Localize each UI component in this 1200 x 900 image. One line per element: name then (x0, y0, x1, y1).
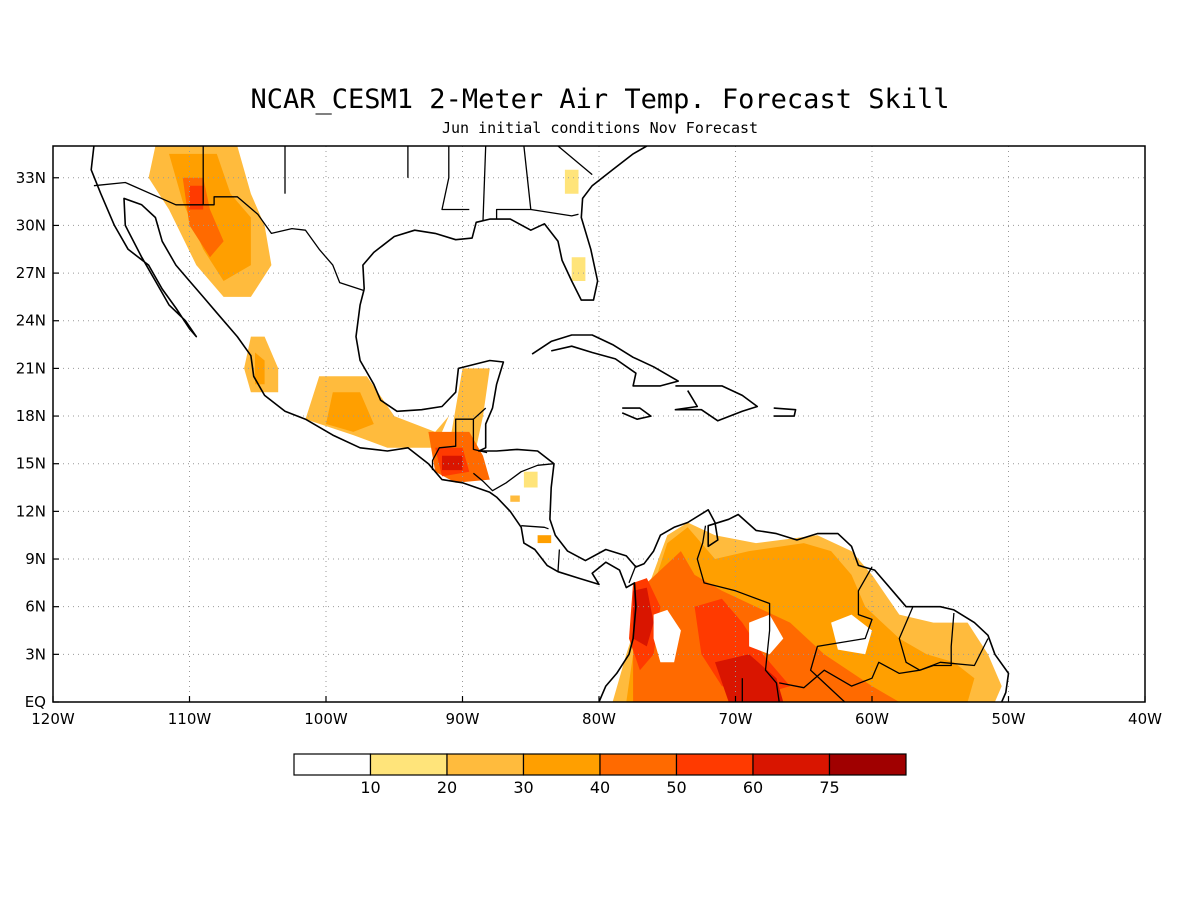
y-tick-label: 12N (16, 502, 46, 520)
skill-region-nicaragua-spot (510, 495, 520, 502)
colorbar-label: 10 (360, 778, 380, 797)
border-panama-border (557, 549, 561, 572)
y-tick-label: 21N (16, 359, 46, 377)
coastline-puerto-rico (773, 407, 797, 417)
y-tick-label: 30N (16, 216, 46, 234)
border-guatemala-border (431, 418, 488, 471)
border-venezuela-guyana-border (809, 566, 873, 702)
border-colombia-panama-border (628, 565, 637, 584)
border-honduras-border (472, 463, 555, 492)
skill-region-colombia-max (633, 587, 654, 647)
y-tick-label: 33N (16, 169, 46, 187)
border-us-state-line-h (557, 146, 593, 176)
border-us-state-line-d (441, 146, 470, 211)
axis-ticks: 120W 110W 100W 90W 80W 70W 60W 50W 40W EQ 3N 6N 9N 12… (16, 169, 1162, 728)
skill-region-guyana-gap (831, 614, 872, 655)
skill-region-south-mexico-core (326, 392, 374, 432)
x-tick-label: 100W (304, 710, 348, 728)
skill-region-west-mexico-coast-core (255, 352, 265, 385)
colorbar-label: 40 (590, 778, 610, 797)
chart-title: NCAR_CESM1 2-Meter Air Temp. Forecast Sk… (250, 84, 950, 115)
coastline-gulf-north-coast (362, 146, 648, 301)
colorbar-swatch (446, 753, 525, 776)
border-brazil-venezuela-border (779, 638, 989, 689)
coastline-north-america-pacific (90, 146, 637, 702)
border-us-state-line-e (482, 146, 487, 221)
y-tick-label: EQ (25, 693, 46, 711)
coastline-cuba (531, 334, 680, 387)
chart-subtitle: Jun initial conditions Nov Forecast (441, 119, 759, 137)
border-us-state-line-f (495, 146, 532, 220)
border-nicaragua-costa-rica-border (521, 525, 549, 530)
coastline-jamaica (621, 407, 652, 421)
colorbar-swatch (599, 753, 678, 776)
x-tick-label: 60W (855, 710, 889, 728)
border-us-mexico-border (93, 181, 365, 292)
colorbar-label: 60 (743, 778, 763, 797)
skill-region-nw-mexico-max (189, 185, 204, 210)
skill-shading (148, 146, 1002, 702)
colorbar-label: 30 (513, 778, 533, 797)
x-tick-label: 50W (992, 710, 1026, 728)
x-tick-label: 80W (582, 710, 616, 728)
y-tick-label: 6N (25, 598, 46, 616)
colorbar: 10 20 30 40 50 60 75 (293, 753, 907, 797)
colorbar-swatch (369, 753, 448, 776)
coastlines (90, 146, 1010, 702)
x-tick-label: 90W (446, 710, 480, 728)
skill-region-yucatan (448, 368, 490, 448)
political-borders (93, 146, 989, 702)
x-tick-label: 70W (719, 710, 753, 728)
border-belize-border (472, 407, 487, 420)
colorbar-swatch (675, 753, 754, 776)
colorbar-swatch (522, 753, 601, 776)
coastline-hispaniola (674, 385, 759, 422)
y-tick-label: 3N (25, 645, 46, 663)
coastline-gulf-and-caribbean-coast (355, 288, 1010, 702)
skill-region-venezuela-gap (749, 614, 784, 655)
colorbar-label: 50 (666, 778, 686, 797)
x-tick-label: 40W (1128, 710, 1162, 728)
skill-region-colombia-gap (653, 609, 681, 663)
colorbar-swatch (293, 753, 372, 776)
colorbar-swatch (752, 753, 831, 776)
skill-region-florida-spot (571, 257, 586, 281)
skill-region-costa-rica-spot (537, 535, 552, 544)
y-tick-label: 24N (16, 312, 46, 330)
skill-region-georgia-spot (564, 169, 579, 194)
colorbar-label: 75 (819, 778, 839, 797)
border-us-state-line-g (530, 208, 579, 217)
border-colombia-venezuela-border (696, 525, 780, 702)
x-tick-label: 110W (168, 710, 212, 728)
colorbar-label: 20 (437, 778, 457, 797)
colorbar-swatch (828, 753, 907, 776)
skill-region-south-mexico (305, 376, 449, 448)
y-tick-label: 18N (16, 407, 46, 425)
skill-region-honduras-spot (523, 471, 538, 488)
lat-lon-grid (53, 146, 1145, 702)
y-tick-label: 15N (16, 455, 46, 473)
skill-region-guatemala-max (442, 455, 463, 471)
y-tick-label: 27N (16, 264, 46, 282)
skill-region-venezuela-max (715, 654, 784, 702)
x-tick-label: 120W (31, 710, 75, 728)
y-tick-label: 9N (25, 550, 46, 568)
